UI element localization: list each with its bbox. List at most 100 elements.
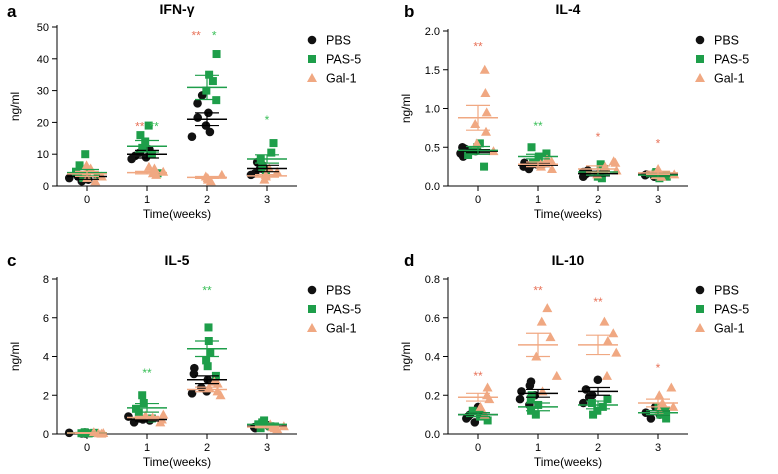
- legend-marker: [308, 305, 316, 313]
- data-point: [483, 416, 492, 425]
- y-tick-label: 0.0: [425, 429, 440, 441]
- data-point: [596, 160, 605, 169]
- y-tick-label: 30: [37, 86, 49, 98]
- x-tick-label: 1: [535, 442, 541, 454]
- data-point: [479, 64, 490, 74]
- data-point: [475, 139, 484, 148]
- data-point: [81, 150, 90, 159]
- data-point: [481, 126, 492, 136]
- data-point: [471, 138, 482, 148]
- data-point: [204, 323, 213, 332]
- y-tick-label: 1.0: [425, 104, 440, 116]
- data-point: [601, 370, 612, 380]
- y-tick-label: 50: [37, 22, 49, 34]
- y-axis-label: ng/ml: [399, 342, 413, 371]
- legend-label: Gal-1: [326, 322, 357, 336]
- data-point: [536, 316, 547, 326]
- data-point: [480, 88, 491, 97]
- legend-marker: [695, 285, 705, 295]
- data-point: [546, 163, 557, 173]
- data-point: [608, 328, 619, 338]
- data-point: [602, 336, 613, 345]
- y-tick-label: 6: [43, 313, 49, 325]
- legend-label: Gal-1: [714, 72, 745, 86]
- significance-label: *: [656, 136, 661, 150]
- panel-d: d IL-10 0.0 0.2 0.4 0.6 0.8 0 1 2 3 Time(weeks) ng/m…: [399, 251, 749, 469]
- data-point: [593, 375, 603, 385]
- significance-label: *: [265, 113, 270, 127]
- data-point: [193, 113, 203, 122]
- y-tick-label: 20: [37, 117, 49, 129]
- x-tick-label: 2: [595, 194, 601, 206]
- data-point: [212, 386, 223, 396]
- data-point: [662, 414, 671, 423]
- data-point: [481, 107, 492, 117]
- data-point: [475, 401, 486, 411]
- data-point: [90, 176, 101, 186]
- data-point: [551, 370, 562, 380]
- data-point: [132, 404, 141, 413]
- data-point: [668, 401, 679, 411]
- data-point: [542, 303, 553, 313]
- legend-marker: [307, 323, 317, 332]
- legend-marker: [695, 73, 705, 82]
- data-point: [190, 363, 199, 373]
- significance-label: *: [656, 361, 661, 375]
- data-point: [482, 382, 493, 392]
- y-tick-label: 0.2: [425, 390, 440, 402]
- x-axis-label: Time(weeks): [534, 455, 602, 469]
- data-point: [587, 399, 596, 407]
- x-tick-label: 1: [535, 194, 541, 206]
- legend-label: PBS: [326, 284, 351, 298]
- chart-title: IL-5: [165, 252, 190, 268]
- data-point: [138, 391, 147, 400]
- y-tick-label: 40: [37, 54, 49, 66]
- data-point: [260, 416, 269, 425]
- data-point: [542, 149, 551, 158]
- significance-label: **: [150, 119, 160, 133]
- data-point: [144, 121, 153, 130]
- series-pbs: [64, 363, 274, 438]
- data-point: [158, 166, 169, 176]
- panel-letter: b: [404, 2, 414, 21]
- series-gal-1: [475, 303, 679, 419]
- legend-label: PAS-5: [714, 53, 749, 67]
- significance-label: **: [593, 295, 603, 309]
- y-tick-label: 0.5: [425, 142, 440, 154]
- legend-marker: [307, 73, 317, 82]
- data-point: [143, 161, 154, 171]
- data-point: [141, 137, 150, 146]
- panel-letter: c: [7, 251, 16, 270]
- data-point: [202, 356, 211, 365]
- data-point: [216, 169, 227, 179]
- data-point: [258, 162, 267, 171]
- x-tick-label: 3: [264, 194, 270, 206]
- data-point: [599, 316, 610, 326]
- legend-marker: [696, 305, 704, 313]
- data-point: [589, 410, 598, 419]
- data-point: [581, 385, 591, 394]
- data-point: [646, 414, 656, 423]
- x-tick-label: 3: [655, 442, 661, 454]
- data-point: [269, 139, 278, 148]
- legend: PBS PAS-5 Gal-1: [307, 284, 361, 336]
- data-point: [593, 406, 602, 415]
- legend-label: Gal-1: [326, 72, 357, 86]
- significance-label: *: [212, 29, 217, 43]
- legend: PBS PAS-5 Gal-1: [695, 284, 749, 336]
- data-point: [529, 158, 538, 167]
- data-point: [666, 382, 677, 392]
- y-tick-label: 0.6: [425, 313, 440, 325]
- x-tick-label: 2: [595, 442, 601, 454]
- data-point: [205, 127, 215, 137]
- data-point: [212, 96, 221, 105]
- y-tick-label: 4: [43, 352, 49, 364]
- y-tick-label: 0: [43, 429, 49, 441]
- significance-label: *: [596, 130, 601, 144]
- data-point: [205, 70, 214, 79]
- series-pas-5: [77, 323, 275, 438]
- data-point: [527, 391, 536, 400]
- x-axis-label: Time(weeks): [534, 207, 602, 221]
- data-point: [136, 131, 145, 140]
- legend-label: PAS-5: [714, 303, 749, 317]
